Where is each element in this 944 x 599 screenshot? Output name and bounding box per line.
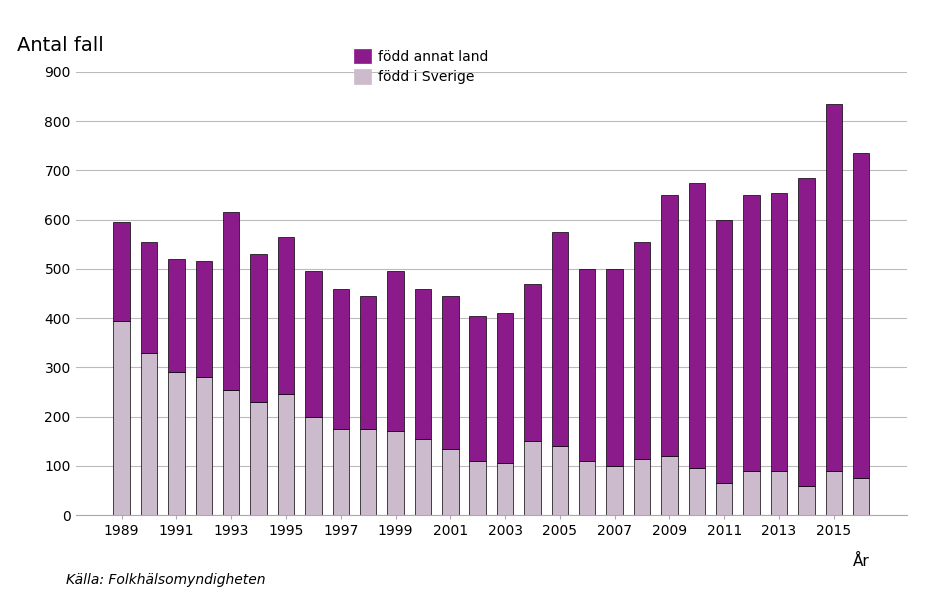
Bar <box>469 316 485 461</box>
Bar <box>661 195 677 456</box>
Bar <box>688 183 704 468</box>
Bar <box>633 458 649 515</box>
Bar <box>168 259 184 373</box>
Bar <box>716 483 732 515</box>
Bar <box>223 212 239 389</box>
Bar <box>113 222 129 320</box>
Bar <box>305 271 321 417</box>
Bar <box>360 429 376 515</box>
Bar <box>250 402 266 515</box>
Bar <box>442 449 458 515</box>
Bar <box>278 395 294 515</box>
Bar <box>469 461 485 515</box>
Bar <box>305 417 321 515</box>
Text: Källa: Folkhälsomyndigheten: Källa: Folkhälsomyndigheten <box>66 573 265 587</box>
Bar <box>497 313 513 464</box>
Bar <box>250 254 266 402</box>
Bar <box>497 464 513 515</box>
Bar <box>442 296 458 449</box>
Bar <box>414 439 430 515</box>
Bar <box>633 242 649 458</box>
Bar <box>141 353 157 515</box>
Bar <box>716 220 732 483</box>
Bar <box>743 195 759 471</box>
Bar <box>825 471 841 515</box>
Bar <box>113 320 129 515</box>
Bar <box>332 429 348 515</box>
Bar <box>278 237 294 395</box>
Bar <box>825 104 841 471</box>
Bar <box>195 377 211 515</box>
Bar <box>770 192 786 471</box>
Bar <box>606 269 622 466</box>
Bar <box>360 296 376 429</box>
Bar <box>579 461 595 515</box>
Bar <box>195 262 211 377</box>
Bar <box>524 284 540 441</box>
Bar <box>524 441 540 515</box>
Legend: född annat land, född i Sverige: född annat land, född i Sverige <box>348 43 493 90</box>
Bar <box>168 373 184 515</box>
Text: År: År <box>851 554 868 569</box>
Text: Antal fall: Antal fall <box>17 37 104 56</box>
Bar <box>606 466 622 515</box>
Bar <box>223 389 239 515</box>
Bar <box>688 468 704 515</box>
Bar <box>743 471 759 515</box>
Bar <box>414 289 430 439</box>
Bar <box>141 242 157 353</box>
Bar <box>798 178 814 486</box>
Bar <box>770 471 786 515</box>
Bar <box>852 153 868 478</box>
Bar <box>798 486 814 515</box>
Bar <box>551 446 567 515</box>
Bar <box>387 431 403 515</box>
Bar <box>551 232 567 446</box>
Bar <box>332 289 348 429</box>
Bar <box>579 269 595 461</box>
Bar <box>661 456 677 515</box>
Bar <box>852 478 868 515</box>
Bar <box>387 271 403 431</box>
